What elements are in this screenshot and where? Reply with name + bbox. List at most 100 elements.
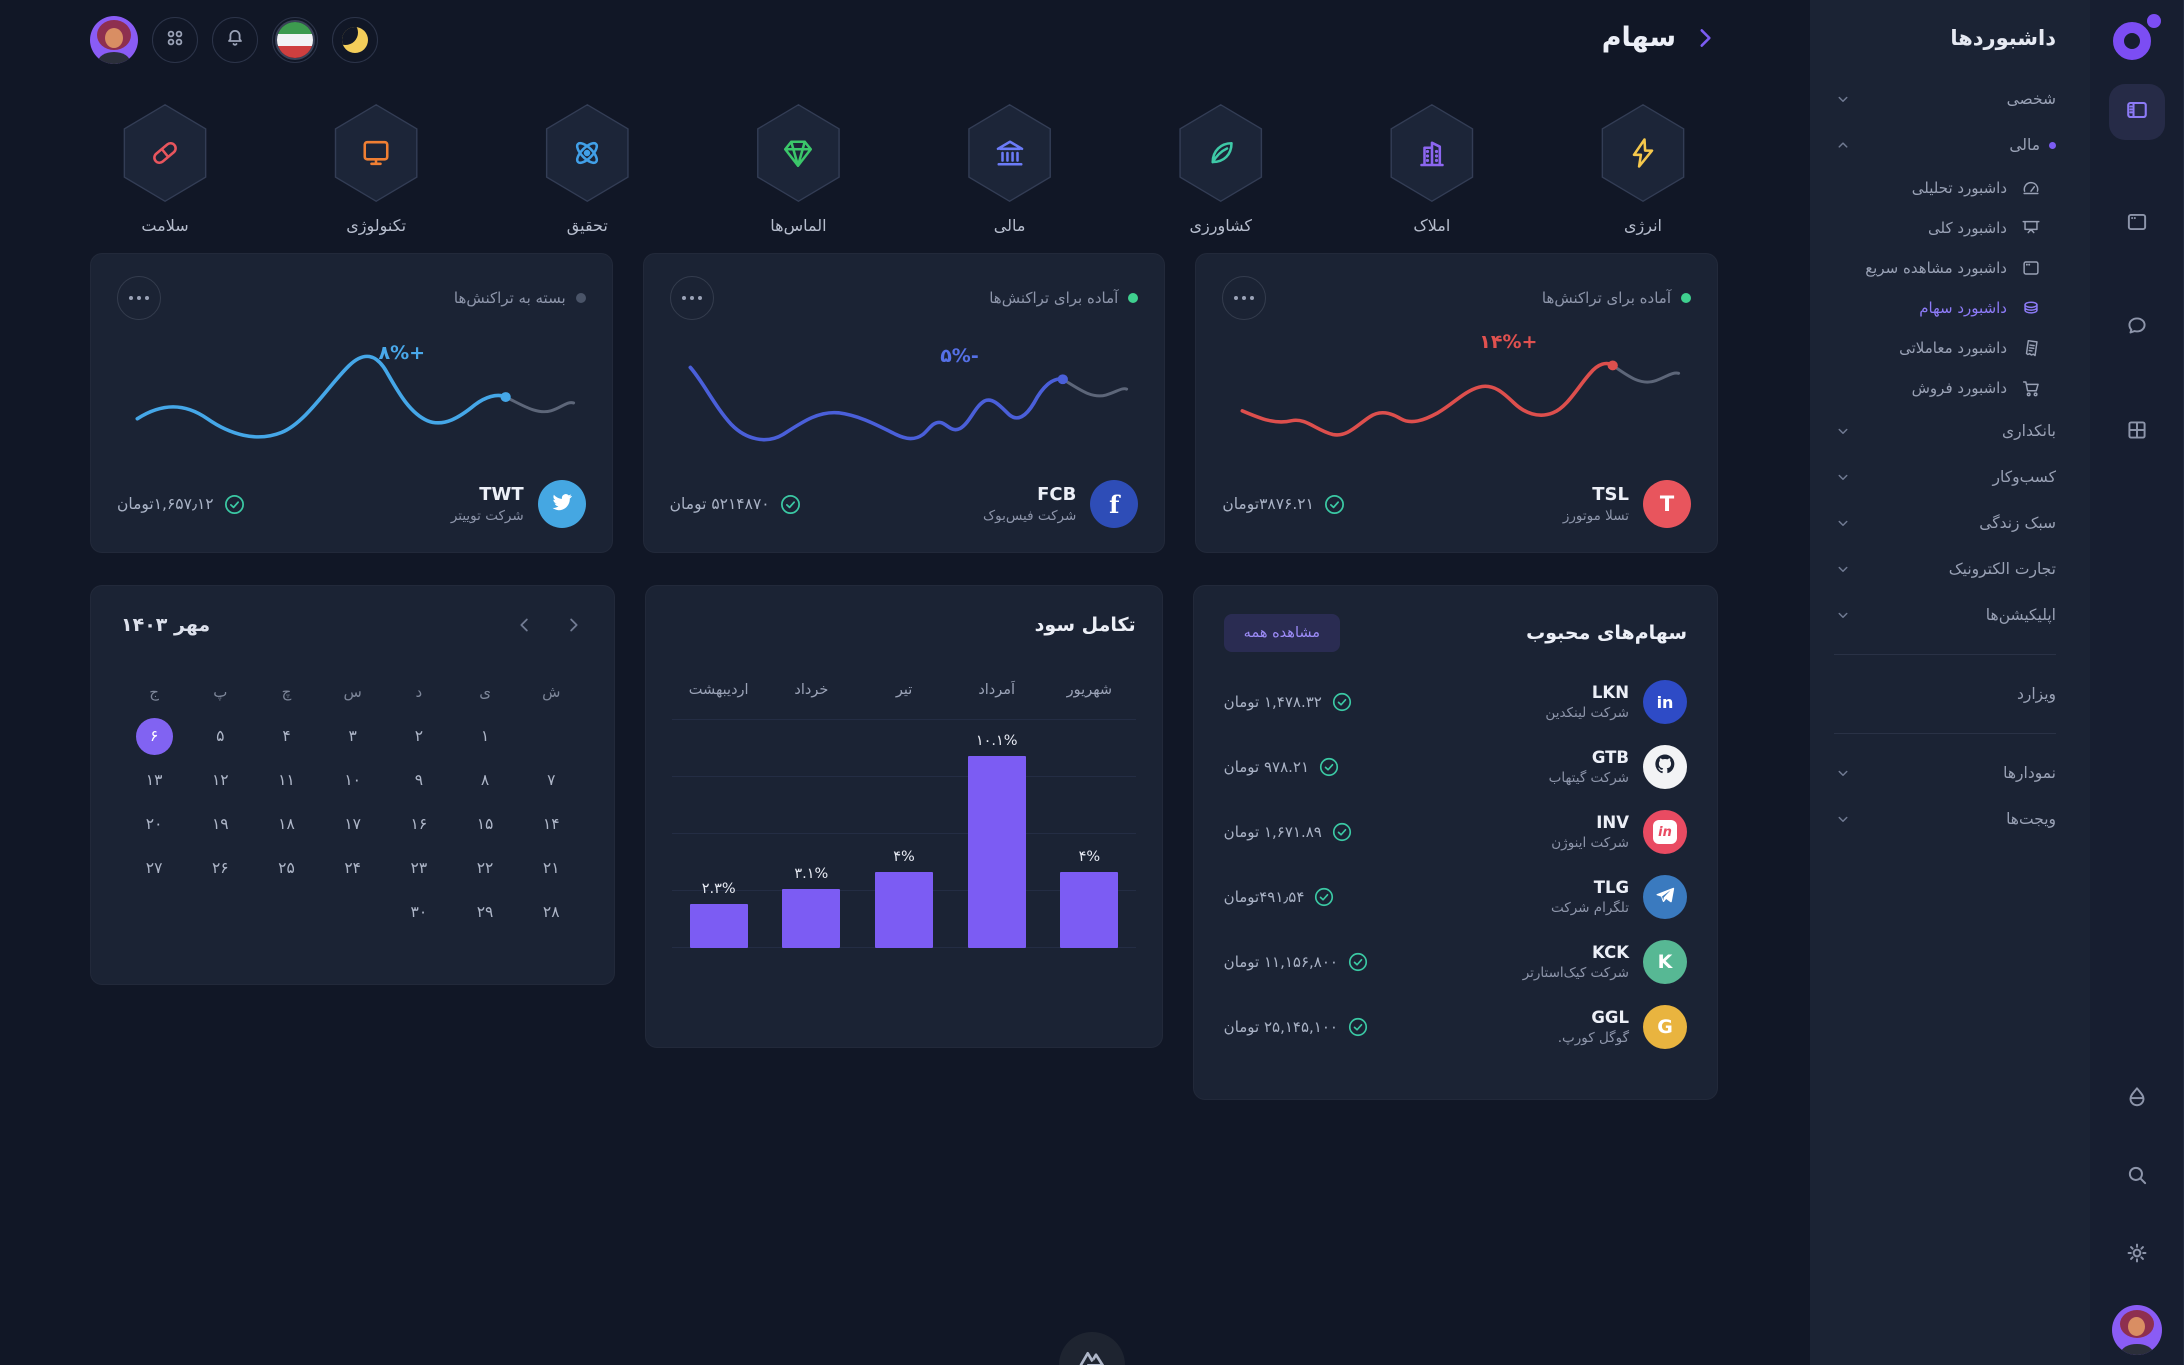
sector-item-1[interactable]: انرژی bbox=[1568, 104, 1718, 235]
sidebar-subitem-3[interactable]: داشبورد سهام bbox=[1834, 288, 2056, 328]
chart-bar[interactable] bbox=[1060, 872, 1119, 948]
rail-user-avatar[interactable] bbox=[2111, 1305, 2162, 1355]
rail-item-settings[interactable] bbox=[2109, 1227, 2165, 1283]
more-options-button[interactable] bbox=[669, 276, 714, 320]
more-options-button[interactable] bbox=[1222, 276, 1267, 320]
chart-bar-column: ۱۰.۱% bbox=[950, 733, 1043, 948]
avatar-body bbox=[98, 52, 130, 64]
calendar-day-selected[interactable]: ۶ bbox=[121, 716, 187, 756]
chevron-down-icon bbox=[1834, 560, 1852, 578]
chart-bar[interactable] bbox=[967, 756, 1026, 948]
company-name: گوگل کورپ. bbox=[1557, 1030, 1629, 1046]
calendar-day[interactable]: ۱۸ bbox=[278, 815, 295, 833]
chart-bar[interactable] bbox=[875, 872, 934, 948]
template-fab-button[interactable] bbox=[1059, 1332, 1125, 1365]
sidebar-item-5[interactable]: تجارت الکترونیک bbox=[1834, 546, 2056, 592]
rail-item-grid[interactable] bbox=[2109, 404, 2165, 460]
rail-item-chat[interactable] bbox=[2109, 300, 2165, 356]
sidebar-subitem-5[interactable]: داشبورد فروش bbox=[1834, 368, 2056, 408]
calendar-prev-icon[interactable] bbox=[514, 614, 536, 636]
sidebar-item-4[interactable]: سبک زندگی bbox=[1834, 500, 2056, 546]
sidebar-item-1[interactable]: مالی bbox=[1834, 122, 2056, 168]
company-names: TLG تلگرام شرکت bbox=[1551, 878, 1629, 916]
calendar-day[interactable]: ۳۰ bbox=[410, 903, 428, 921]
chart-bar[interactable] bbox=[782, 889, 841, 948]
sidebar-item-11[interactable]: ویجت‌ها bbox=[1834, 796, 2056, 842]
calendar-day[interactable]: ۵ bbox=[216, 727, 225, 745]
sector-item-3[interactable]: کشاورزی bbox=[1146, 104, 1296, 235]
calendar-day[interactable]: ۲۶ bbox=[211, 859, 229, 877]
chevron-down-icon bbox=[1834, 422, 1852, 440]
calendar-day[interactable]: ۱۵ bbox=[476, 815, 494, 833]
sector-item-5[interactable]: الماس‌ها bbox=[723, 104, 873, 235]
calendar-day[interactable]: ۳ bbox=[348, 727, 357, 745]
favorite-row-ggl[interactable]: G GGL گوگل کورپ. ۲۵,۱۴۵,۱۰۰ تومان bbox=[1224, 1005, 1687, 1049]
favorite-row-inv[interactable]: in INV شرکت اینوژن ۱,۶۷۱.۸۹ تومان bbox=[1224, 810, 1687, 854]
calendar-day[interactable]: ۱۰ bbox=[344, 771, 362, 789]
rail-item-theme-ink[interactable] bbox=[2109, 1071, 2165, 1127]
stock-value-text: ۱۱,۱۵۶,۸۰۰ تومان bbox=[1223, 953, 1338, 971]
calendar-day[interactable]: ۱۳ bbox=[145, 771, 163, 789]
rail-item-search[interactable] bbox=[2109, 1149, 2165, 1205]
favorite-row-gtb[interactable]: GTB شرکت گیتهاب ۹۷۸.۲۱ تومان bbox=[1224, 745, 1687, 789]
sidebar-item-8[interactable]: ویزارد bbox=[1834, 671, 2056, 717]
rail-item-dashboards[interactable] bbox=[2108, 84, 2165, 140]
sidebar-item-10[interactable]: نمودارها bbox=[1834, 750, 2056, 796]
calendar-day[interactable]: ۹ bbox=[414, 771, 424, 789]
collapse-chevron-icon[interactable] bbox=[1692, 25, 1718, 51]
calendar-day[interactable]: ۲۱ bbox=[542, 859, 560, 877]
calendar-day[interactable]: ۲۵ bbox=[278, 859, 295, 877]
sparkline-fcb bbox=[688, 365, 1128, 442]
calendar-day[interactable]: ۲۳ bbox=[410, 859, 428, 877]
sector-item-6[interactable]: تحقیق bbox=[512, 104, 662, 235]
notifications-button[interactable] bbox=[212, 17, 258, 63]
chart-bar[interactable] bbox=[689, 904, 748, 948]
calendar-day[interactable]: ۲۷ bbox=[145, 859, 163, 877]
calendar-day[interactable]: ۲۲ bbox=[476, 859, 494, 877]
more-options-button[interactable] bbox=[116, 276, 161, 320]
calendar-day[interactable]: ۱ bbox=[480, 727, 490, 745]
view-all-button[interactable]: مشاهده همه bbox=[1223, 614, 1341, 652]
calendar-day[interactable]: ۲ bbox=[414, 727, 424, 745]
calendar-day[interactable]: ۷ bbox=[547, 771, 556, 789]
calendar-day[interactable]: ۲۹ bbox=[476, 903, 494, 921]
calendar-day[interactable]: ۱۹ bbox=[211, 815, 229, 833]
sidebar-subitem-4[interactable]: داشبورد معاملاتی bbox=[1834, 328, 2056, 368]
sector-item-7[interactable]: تکنولوژی bbox=[301, 104, 451, 235]
apps-button[interactable] bbox=[152, 17, 198, 63]
rail-item-windows[interactable] bbox=[2109, 196, 2165, 252]
sidebar-item-0[interactable]: شخصی bbox=[1834, 76, 2056, 122]
sidebar-item-6[interactable]: اپلیکیشن‌ها bbox=[1834, 592, 2056, 638]
calendar-day[interactable]: ۱۷ bbox=[344, 815, 362, 833]
gem-icon bbox=[780, 135, 816, 171]
sidebar-item-label: اپلیکیشن‌ها bbox=[1985, 606, 2056, 624]
user-avatar[interactable] bbox=[90, 16, 138, 64]
calendar-day[interactable]: ۲۸ bbox=[542, 903, 560, 921]
calendar-day[interactable]: ۱۶ bbox=[410, 815, 428, 833]
sidebar-item-2[interactable]: بانکداری bbox=[1834, 408, 2056, 454]
sector-item-2[interactable]: املاک bbox=[1357, 104, 1507, 235]
brand-logo[interactable] bbox=[2111, 14, 2163, 66]
favorite-row-kck[interactable]: K KCK شرکت کیک‌استارتر ۱۱,۱۵۶,۸۰۰ تومان bbox=[1224, 940, 1687, 984]
calendar-day[interactable]: ۱۴ bbox=[542, 815, 560, 833]
sector-item-8[interactable]: سلامت bbox=[90, 104, 240, 235]
sidebar-item-3[interactable]: کسب‌وکار bbox=[1834, 454, 2056, 500]
language-button[interactable] bbox=[272, 17, 318, 63]
sidebar-subitem-1[interactable]: داشبورد کلی bbox=[1834, 208, 2056, 248]
calendar-day[interactable]: ۴ bbox=[282, 727, 291, 745]
sector-item-4[interactable]: مالی bbox=[935, 104, 1085, 235]
calendar-day[interactable]: ۲۰ bbox=[145, 815, 163, 833]
stock-value-text: ۱,۶۵۷٫۱۲تومان bbox=[116, 495, 214, 513]
calendar-day[interactable]: ۱۲ bbox=[211, 771, 229, 789]
favorite-row-tlg[interactable]: TLG تلگرام شرکت ۴۹۱٫۵۴تومان bbox=[1224, 875, 1687, 919]
calendar-day[interactable]: ۱۱ bbox=[278, 771, 295, 789]
calendar-day[interactable]: ۸ bbox=[480, 771, 490, 789]
sidebar-subitem-0[interactable]: داشبورد تحلیلی bbox=[1834, 168, 2056, 208]
theme-toggle-button[interactable] bbox=[332, 17, 378, 63]
calendar-next-icon[interactable] bbox=[562, 614, 584, 636]
favorite-row-lkn[interactable]: in LKN شرکت لینکدین ۱,۴۷۸.۳۲ تومان bbox=[1224, 680, 1687, 724]
company-block: K KCK شرکت کیک‌استارتر bbox=[1523, 940, 1687, 984]
sidebar-subitem-label: داشبورد تحلیلی bbox=[1911, 179, 2007, 197]
calendar-day[interactable]: ۲۴ bbox=[344, 859, 362, 877]
sidebar-subitem-2[interactable]: داشبورد مشاهده سریع bbox=[1834, 248, 2056, 288]
